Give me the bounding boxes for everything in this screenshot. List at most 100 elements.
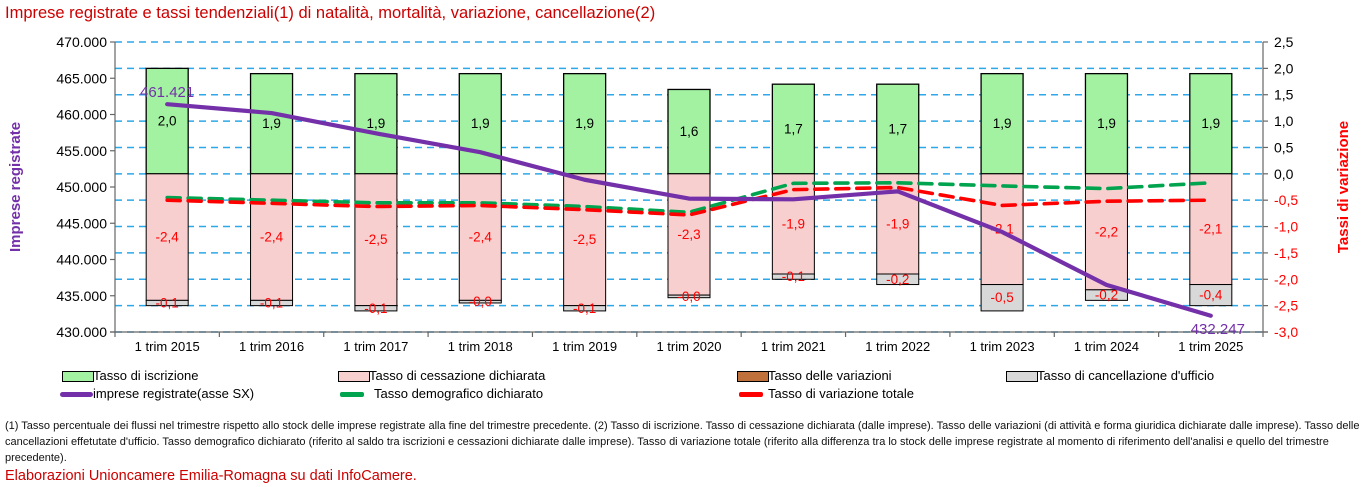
- bar-label-cessazione: -2,1: [1199, 222, 1222, 237]
- axes: [110, 41, 1268, 337]
- legend: Tasso di iscrizione Tasso di cessazione d…: [0, 0, 1365, 401]
- bar-label-iscrizione: 1,7: [784, 122, 803, 137]
- bar-label-iscrizione: 1,9: [993, 116, 1012, 131]
- bars: 2,0 -2,4 -0,1 1,9 -2,4 -0,1 1,9 -2,5 -0,1 1,9 -2,4…: [145, 67, 1233, 316]
- legend-item: Tasso di variazione totale: [0, 386, 1365, 402]
- left-tick: 435.000: [56, 288, 107, 304]
- legend-item: Tasso delle variazioni: [0, 368, 1365, 384]
- right-tick: -3,0: [1274, 324, 1298, 340]
- legend-item: Tasso di cancellazione d'ufficio: [0, 368, 1365, 384]
- bar-label-cessazione: -2,3: [677, 227, 700, 242]
- bar-label-iscrizione: 1,7: [888, 122, 907, 137]
- left-tick: 465.000: [56, 70, 107, 86]
- x-tick: 1 trim 2022: [865, 339, 930, 354]
- bar-label-cessazione: -2,4: [260, 230, 284, 245]
- last-point-label: 432.247: [1191, 321, 1245, 338]
- right-tick: 2,0: [1274, 60, 1294, 76]
- x-tick: 1 trim 2023: [970, 339, 1035, 354]
- demografico-line: [165, 180, 1213, 215]
- bar-label-iscrizione: 1,9: [471, 116, 490, 131]
- bar-label-iscrizione: 1,9: [1097, 116, 1116, 131]
- right-axis-title: Tassi di variazione: [1335, 121, 1352, 253]
- legend-item: Tasso di cessazione dichiarata: [0, 368, 1365, 384]
- first-point-label: 461.421: [140, 84, 194, 101]
- bar-label-iscrizione: 2,0: [158, 114, 177, 129]
- right-tick: -2,0: [1274, 271, 1298, 287]
- bar-label-cessazione: -1,9: [782, 216, 805, 231]
- bar-label-cancellazione: -0,1: [156, 296, 179, 311]
- left-tick: 455.000: [56, 143, 107, 159]
- right-tick: 0,5: [1274, 139, 1294, 155]
- x-tick: 1 trim 2021: [761, 339, 826, 354]
- left-tick: 445.000: [56, 215, 107, 231]
- legend-label: Tasso delle variazioni: [768, 368, 892, 383]
- bar-label-cessazione: -1,9: [886, 216, 909, 231]
- bar-label-cancellazione: -0,0: [677, 289, 700, 304]
- legend-swatch-line: [60, 392, 93, 397]
- bar-label-iscrizione: 1,9: [575, 116, 594, 131]
- bar-label-iscrizione: 1,9: [1201, 116, 1220, 131]
- right-tick: -2,5: [1274, 298, 1298, 314]
- right-tick: 0,0: [1274, 166, 1294, 182]
- legend-label: Tasso di cancellazione d'ufficio: [1037, 368, 1215, 383]
- left-tick: 460.000: [56, 107, 107, 123]
- legend-item: Tasso demografico dichiarato: [0, 386, 1365, 402]
- left-tick: 440.000: [56, 252, 107, 268]
- right-tick: -1,5: [1274, 245, 1298, 261]
- footnote: (1) Tasso percentuale dei flussi nel tri…: [5, 420, 1360, 464]
- x-tick: 1 trim 2025: [1178, 339, 1243, 354]
- bar-label-iscrizione: 1,6: [680, 124, 699, 139]
- imprese-registrate-line: [165, 102, 1213, 318]
- legend-label: Tasso di cessazione dichiarata: [369, 368, 546, 383]
- legend-label: Tasso demografico dichiarato: [374, 386, 544, 401]
- right-tick: -1,0: [1274, 219, 1298, 235]
- legend-item: Tasso di iscrizione: [0, 368, 1365, 384]
- bar-label-cancellazione: -0,4: [1199, 288, 1223, 303]
- legend-label: Tasso di iscrizione: [93, 368, 199, 383]
- source-credit: Elaborazioni Unioncamere Emilia-Romagna …: [5, 468, 417, 484]
- x-tick: 1 trim 2018: [448, 339, 513, 354]
- tick-labels: 470.000 465.000 460.000 455.000 450.000 445.0…: [56, 34, 1298, 354]
- bar-label-cancellazione: -0,1: [782, 269, 805, 284]
- legend-swatch-bar: [737, 371, 769, 382]
- legend-swatch-dash: [340, 392, 364, 397]
- bar-label-cancellazione: -0,1: [364, 301, 387, 316]
- left-tick: 430.000: [56, 324, 107, 340]
- legend-item: imprese registrate(asse SX): [0, 386, 1365, 402]
- bar-label-cessazione: -2,5: [573, 232, 596, 247]
- chart-title: Imprese registrate e tassi tendenziali(1…: [5, 4, 656, 22]
- x-tick: 1 trim 2017: [343, 339, 408, 354]
- bar-label-cancellazione: -0,5: [990, 290, 1013, 305]
- left-axis-title: Imprese registrate: [7, 122, 24, 252]
- legend-label: Tasso di variazione totale: [768, 386, 914, 401]
- legend-swatch-bar: [1006, 371, 1038, 382]
- bar-label-cancellazione: -0,2: [1095, 288, 1118, 303]
- legend-label: imprese registrate(asse SX): [93, 386, 255, 401]
- right-tick: 2,5: [1274, 34, 1294, 50]
- bar-label-cessazione: -2,2: [1095, 224, 1118, 239]
- right-tick: -0,5: [1274, 192, 1298, 208]
- bar-label-cessazione: -2,5: [364, 232, 387, 247]
- x-tick: 1 trim 2020: [656, 339, 721, 354]
- bar-label-cancellazione: -0,2: [886, 272, 909, 287]
- bar-label-cancellazione: -0,1: [260, 296, 283, 311]
- variazione-totale-line: [165, 185, 1213, 217]
- x-tick: 1 trim 2015: [135, 339, 200, 354]
- bar-label-cessazione: -2,4: [156, 230, 180, 245]
- x-tick: 1 trim 2016: [239, 339, 304, 354]
- chart-area: 2,0 -2,4 -0,1 1,9 -2,4 -0,1 1,9 -2,5 -0,1 1,9 -2,4…: [7, 34, 1352, 354]
- right-tick: 1,5: [1274, 87, 1294, 103]
- bar-label-cancellazione: -0,0: [469, 294, 492, 309]
- bar-label-cancellazione: -0,1: [573, 301, 596, 316]
- legend-swatch-bar: [62, 371, 94, 382]
- bar-label-iscrizione: 1,9: [367, 116, 386, 131]
- right-tick: 1,0: [1274, 113, 1294, 129]
- left-tick: 450.000: [56, 179, 107, 195]
- x-tick: 1 trim 2019: [552, 339, 617, 354]
- left-tick: 470.000: [56, 34, 107, 50]
- bar-label-iscrizione: 1,9: [262, 116, 281, 131]
- legend-swatch-dash: [739, 392, 763, 397]
- x-tick: 1 trim 2024: [1074, 339, 1139, 354]
- legend-swatch-bar: [338, 371, 370, 382]
